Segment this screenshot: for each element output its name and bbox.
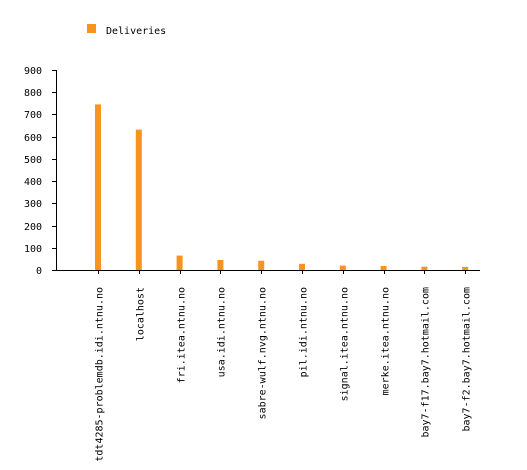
bar xyxy=(95,104,101,271)
y-tick-label: 200 xyxy=(24,222,42,233)
y-tick-label: 0 xyxy=(36,266,42,277)
x-tick-label: sabre-wulf.nvg.ntnu.no xyxy=(258,287,269,419)
x-tick-label: fri.itea.ntnu.no xyxy=(177,287,188,383)
y-tick-label: 100 xyxy=(24,244,42,255)
bar xyxy=(176,255,183,270)
y-tick-label: 500 xyxy=(24,155,42,166)
bar xyxy=(135,129,142,270)
axes xyxy=(56,70,480,271)
x-tick-label: bay7-f2.bay7.hotmail.com xyxy=(462,287,473,432)
bar xyxy=(339,265,346,270)
bar xyxy=(462,266,469,270)
y-tick-label: 700 xyxy=(24,110,42,121)
y-ticks: 0 100 200 300 400 500 600 700 800 900 xyxy=(24,66,56,277)
y-tick-label: 600 xyxy=(24,133,42,144)
x-tick-label: tdt4285-problemdb.idi.ntnu.no xyxy=(95,287,106,462)
bar xyxy=(299,263,305,270)
legend-swatch xyxy=(87,24,96,33)
legend-label: Deliveries xyxy=(106,26,166,37)
x-tick-label: bay7-f17.bay7.hotmail.com xyxy=(421,287,432,438)
x-tick-label: signal.itea.ntnu.no xyxy=(340,287,351,401)
y-tick-label: 400 xyxy=(24,177,42,188)
x-tick-label: merke.itea.ntnu.no xyxy=(381,287,392,395)
bar xyxy=(421,266,428,270)
bar xyxy=(380,266,387,270)
bars xyxy=(95,104,469,271)
y-tick-label: 800 xyxy=(24,88,42,99)
x-tick-label: usa.idi.ntnu.no xyxy=(217,287,228,377)
bar xyxy=(258,260,265,270)
y-tick-label: 300 xyxy=(24,199,42,210)
legend: Deliveries xyxy=(87,24,166,37)
x-tick-label: localhost xyxy=(136,287,147,341)
y-tick-label: 900 xyxy=(24,66,42,77)
x-tick-label: pil.idi.ntnu.no xyxy=(299,287,310,377)
x-ticks: tdt4285-problemdb.idi.ntnu.no localhost fr… xyxy=(95,270,473,462)
bar xyxy=(217,260,224,270)
